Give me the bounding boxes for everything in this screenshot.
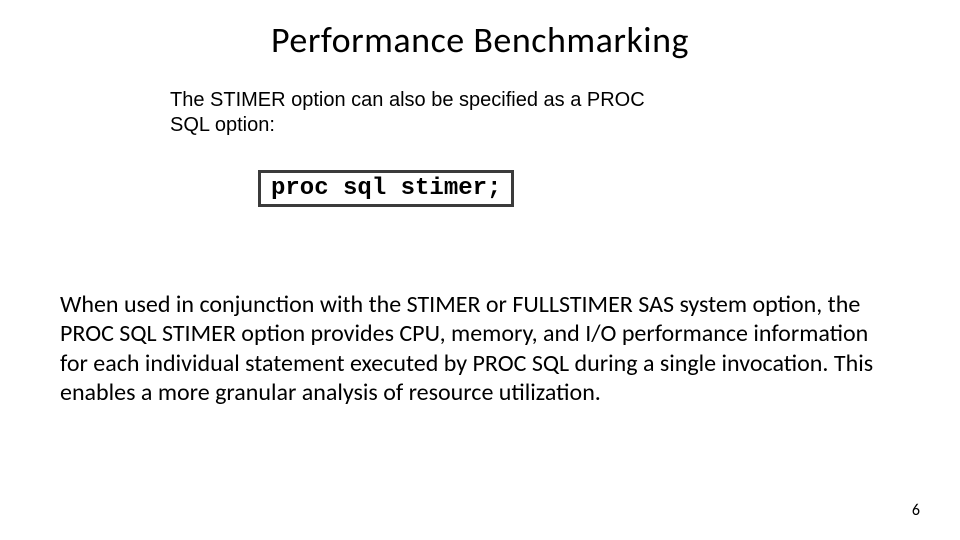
code-box: proc sql stimer; bbox=[258, 170, 514, 207]
slide: Performance Benchmarking The STIMER opti… bbox=[0, 0, 960, 540]
page-number: 6 bbox=[912, 501, 920, 520]
slide-title: Performance Benchmarking bbox=[0, 18, 960, 62]
intro-text: The STIMER option can also be specified … bbox=[170, 88, 650, 138]
code-text: proc sql stimer; bbox=[271, 175, 501, 202]
body-text: When used in conjunction with the STIMER… bbox=[60, 290, 900, 407]
